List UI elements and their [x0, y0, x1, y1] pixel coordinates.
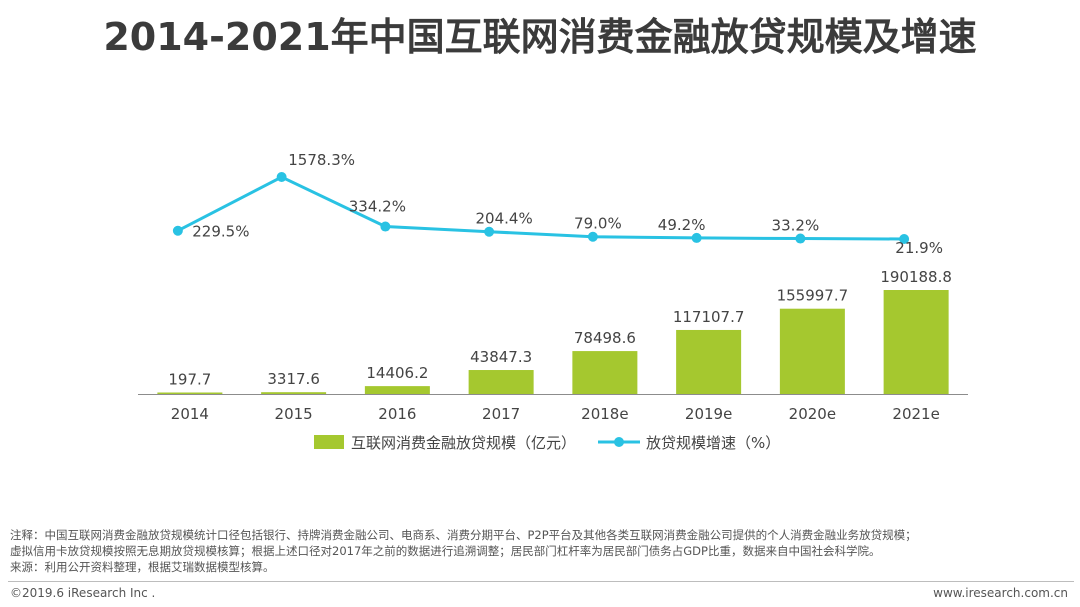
- growth-data-label: 49.2%: [658, 216, 706, 234]
- legend-bar-label: 互联网消费金融放贷规模（亿元）: [351, 434, 576, 452]
- bar-data-label: 3317.6: [267, 370, 320, 388]
- x-tick-label: 2020e: [789, 405, 836, 423]
- growth-data-label: 229.5%: [192, 223, 249, 241]
- growth-data-label: 21.9%: [895, 239, 943, 257]
- bar: [883, 290, 949, 394]
- x-tick-label: 2021e: [892, 405, 939, 423]
- growth-data-label: 1578.3%: [288, 151, 355, 169]
- legend-bar-swatch: [314, 435, 344, 449]
- x-tick-label: 2018e: [581, 405, 628, 423]
- growth-point: [899, 234, 910, 244]
- bar: [779, 308, 845, 394]
- x-tick-label: 2019e: [685, 405, 732, 423]
- growth-point: [380, 221, 391, 232]
- growth-point: [587, 231, 598, 242]
- bar: [157, 392, 223, 394]
- growth-point: [691, 232, 702, 243]
- bar-data-label: 78498.6: [574, 329, 636, 347]
- footer-website: www.iresearch.com.cn: [933, 586, 1068, 600]
- growth-data-label: 334.2%: [349, 198, 406, 216]
- bar-data-label: 117107.7: [673, 308, 745, 326]
- growth-point: [276, 172, 287, 182]
- growth-data-label: 33.2%: [772, 217, 820, 235]
- growth-point: [795, 233, 806, 244]
- bar: [364, 386, 430, 394]
- page-title: 2014-2021年中国互联网消费金融放贷规模及增速: [103, 15, 977, 59]
- growth-data-label: 204.4%: [476, 210, 533, 228]
- bar: [676, 329, 742, 394]
- bar-data-label: 14406.2: [366, 364, 428, 382]
- growth-point: [484, 226, 495, 237]
- bar: [572, 351, 638, 394]
- legend-line-marker: [614, 437, 624, 447]
- growth-point: [172, 225, 183, 236]
- bar-data-label: 190188.8: [880, 268, 952, 286]
- x-tick-label: 2014: [171, 405, 209, 423]
- bar-data-label: 197.7: [168, 371, 211, 389]
- growth-data-label: 79.0%: [574, 215, 622, 233]
- growth-line: [177, 175, 905, 241]
- footer-copyright: ©2019.6 iResearch Inc .: [10, 586, 156, 600]
- bar-data-label: 43847.3: [470, 348, 532, 366]
- x-tick-label: 2016: [378, 405, 416, 423]
- footer-divider: [8, 581, 1074, 582]
- bar: [468, 370, 534, 394]
- x-tick-label: 2017: [482, 405, 520, 423]
- bar-data-label: 155997.7: [777, 287, 849, 305]
- x-tick-label: 2015: [275, 405, 313, 423]
- note-line-2: 虚拟信用卡放贷规模按照无息期放贷规模核算；根据上述口径对2017年之前的数据进行…: [10, 544, 881, 558]
- legend-line-label: 放贷规模增速（%）: [646, 434, 780, 452]
- note-line-1: 注释：中国互联网消费金融放贷规模统计口径包括银行、持牌消费金融公司、电商系、消费…: [10, 528, 917, 542]
- notes: 注释：中国互联网消费金融放贷规模统计口径包括银行、持牌消费金融公司、电商系、消费…: [10, 527, 1075, 575]
- bar: [261, 392, 327, 394]
- source-line: 来源：利用公开资料整理，根据艾瑞数据模型核算。: [10, 560, 275, 574]
